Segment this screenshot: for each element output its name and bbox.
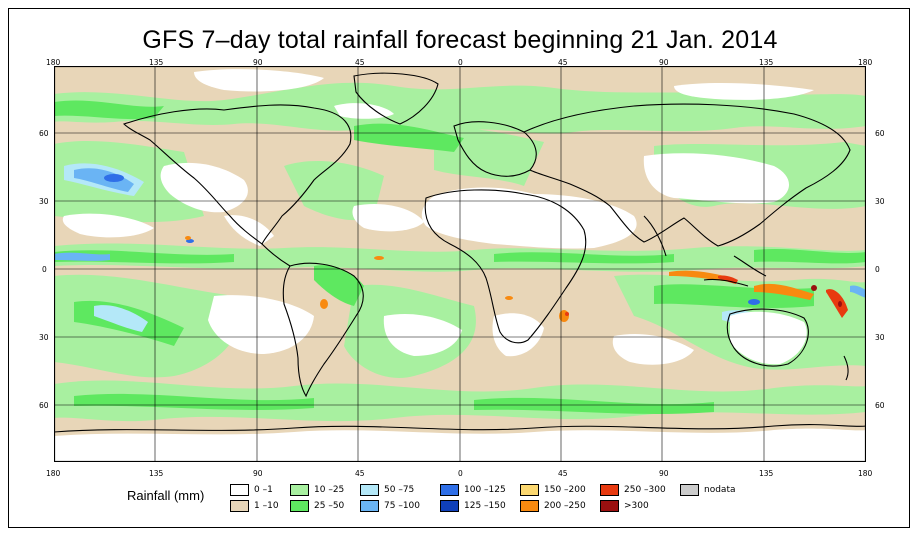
coastlines — [54, 72, 866, 433]
map-title: GFS 7–day total rainfall forecast beginn… — [142, 26, 778, 54]
legend-swatch — [520, 484, 539, 496]
figure-frame — [8, 8, 910, 528]
lon-tick-bottom: 180 — [46, 469, 61, 478]
lon-tick-bottom: 135 — [149, 469, 164, 478]
legend-label: 75 –100 — [384, 501, 420, 511]
legend-swatch — [680, 484, 699, 496]
lon-tick-bottom: 45 — [355, 469, 365, 478]
graticule — [54, 66, 866, 462]
rain-100-125-areas — [104, 174, 760, 305]
legend-swatch — [360, 500, 379, 512]
lon-tick-top: 45 — [558, 58, 568, 67]
legend-label: >300 — [624, 501, 649, 511]
legend-label: 200 –250 — [544, 501, 586, 511]
legend-label: 50 –75 — [384, 485, 415, 495]
legend-label: 250 –300 — [624, 485, 666, 495]
map-border — [54, 66, 866, 462]
legend-swatch — [290, 484, 309, 496]
legend-label: 1 –10 — [254, 501, 279, 511]
legend-swatch — [440, 500, 459, 512]
lon-tick-bottom: 135 — [759, 469, 774, 478]
lat-tick-left: 30 — [39, 197, 49, 206]
lon-tick-top: 180 — [46, 58, 61, 67]
legend-label: 0 –1 — [254, 485, 273, 495]
lon-tick-top: 90 — [253, 58, 263, 67]
legend-label: nodata — [704, 485, 736, 495]
lat-tick-right: 60 — [875, 129, 885, 138]
legend-label: 100 –125 — [464, 485, 506, 495]
legend-label: 25 –50 — [314, 501, 345, 511]
rainfall-map — [54, 66, 866, 462]
legend-label: 125 –150 — [464, 501, 506, 511]
lon-tick-top: 135 — [149, 58, 164, 67]
legend-swatch — [600, 484, 619, 496]
legend-swatch — [230, 500, 249, 512]
legend-label: 10 –25 — [314, 485, 345, 495]
lon-tick-bottom: 90 — [659, 469, 669, 478]
lon-tick-bottom: 0 — [458, 469, 463, 478]
lat-tick-right: 0 — [875, 265, 880, 274]
lon-tick-top: 45 — [355, 58, 365, 67]
lat-tick-right: 30 — [875, 333, 885, 342]
legend-swatch — [600, 500, 619, 512]
lon-tick-bottom: 45 — [558, 469, 568, 478]
legend-label: 150 –200 — [544, 485, 586, 495]
lat-tick-right: 60 — [875, 401, 885, 410]
lat-tick-left: 0 — [42, 265, 47, 274]
legend-swatch — [440, 484, 459, 496]
lon-tick-top: 180 — [858, 58, 873, 67]
legend-swatch — [290, 500, 309, 512]
lon-tick-top: 135 — [759, 58, 774, 67]
legend-swatch — [520, 500, 539, 512]
lon-tick-bottom: 180 — [858, 469, 873, 478]
lon-tick-top: 0 — [458, 58, 463, 67]
lat-tick-left: 60 — [39, 129, 49, 138]
legend-swatch — [230, 484, 249, 496]
lat-tick-left: 30 — [39, 333, 49, 342]
lat-tick-right: 30 — [875, 197, 885, 206]
legend-swatch — [360, 484, 379, 496]
legend-title: Rainfall (mm) — [127, 488, 205, 503]
lat-tick-left: 60 — [39, 401, 49, 410]
lon-tick-top: 90 — [659, 58, 669, 67]
lon-tick-bottom: 90 — [253, 469, 263, 478]
